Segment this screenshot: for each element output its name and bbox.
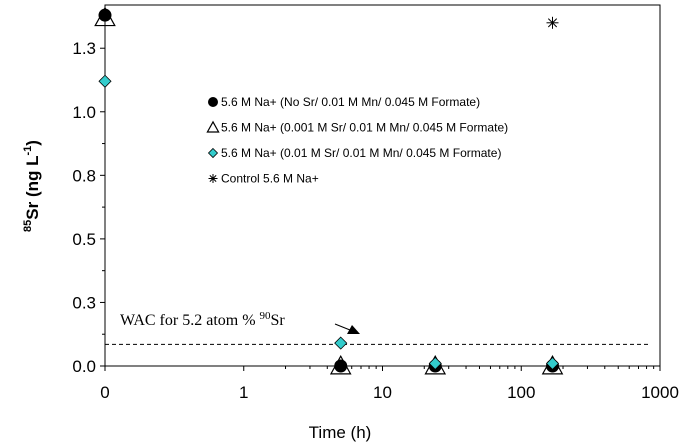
legend-label: 5.6 M Na+ (No Sr/ 0.01 M Mn/ 0.045 M For… (221, 95, 480, 109)
y-tick-label: 0.8 (72, 166, 96, 185)
legend-marker-filled-circle (208, 97, 218, 107)
legend-marker-open-triangle (206, 120, 220, 133)
legend: 5.6 M Na+ (No Sr/ 0.01 M Mn/ 0.045 M For… (206, 95, 508, 186)
x-tick-label: 1000 (641, 383, 679, 402)
wac-annotation-text: WAC for 5.2 atom % (120, 312, 260, 329)
y-axis-title-close: ) (23, 140, 42, 146)
y-axis-title-main: Sr (ng L (23, 155, 42, 219)
data-point-diamond (334, 336, 348, 350)
data-point-diamond (545, 356, 560, 371)
y-axis-title-sup2: -1 (22, 146, 34, 156)
wac-arrow-head (347, 325, 360, 334)
wac-annotation-end: Sr (271, 312, 286, 329)
reference-line-group: WAC for 5.2 atom % 90Sr (105, 310, 648, 345)
data-point-diamond (98, 74, 112, 88)
y-tick-label: 0.0 (72, 357, 96, 376)
wac-annotation-sup: 90 (260, 310, 272, 322)
y-tick-label: 0.5 (72, 230, 96, 249)
y-tick-label: 1.3 (72, 39, 96, 58)
x-tick-label: 100 (507, 383, 535, 402)
legend-label: 5.6 M Na+ (0.001 M Sr/ 0.01 M Mn/ 0.045 … (221, 121, 508, 135)
y-axis-title-sup1: 85 (22, 220, 34, 232)
wac-annotation: WAC for 5.2 atom % 90Sr (120, 310, 285, 329)
x-axis-title: Time (h) (309, 423, 372, 442)
data-point-diamond (428, 356, 442, 371)
x-tick-label: 0 (100, 383, 109, 402)
y-axis-title: 85Sr (ng L-1) (22, 140, 42, 232)
x-tick-label: 10 (373, 383, 392, 402)
wac-arrow-line (334, 323, 351, 331)
axes: 0.0 0.3 0.5 0.8 1.0 1.3 0 1 10 100 1000 (72, 15, 679, 402)
y-tick-label: 1.0 (72, 103, 96, 122)
data-point-filled-circle (98, 8, 112, 22)
legend-marker-asterisk (208, 174, 218, 183)
data-point-filled-circle (334, 359, 348, 373)
y-tick-label: 0.3 (72, 293, 96, 312)
legend-label: Control 5.6 M Na+ (221, 172, 319, 186)
legend-marker-diamond (207, 147, 219, 159)
x-tick-label: 1 (239, 383, 248, 402)
data-marks (94, 6, 564, 375)
data-point-asterisk (546, 16, 559, 29)
legend-label: 5.6 M Na+ (0.01 M Sr/ 0.01 M Mn/ 0.045 M… (221, 146, 501, 160)
